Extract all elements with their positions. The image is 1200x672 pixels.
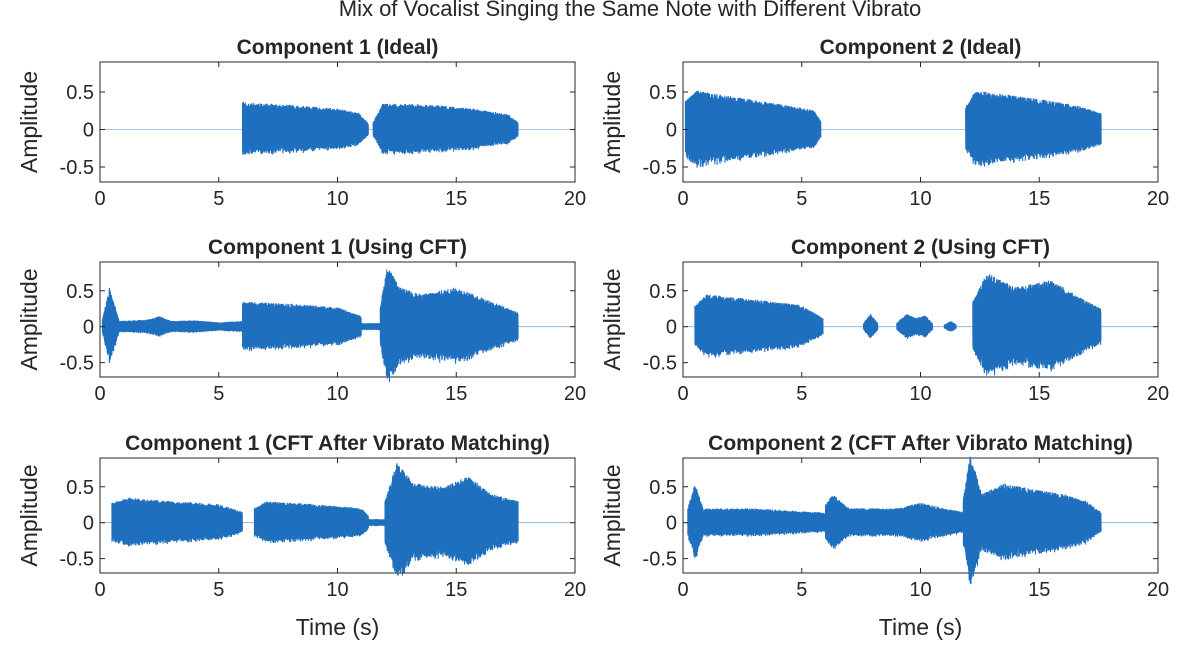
waveform-segment-5: [379, 269, 519, 383]
subplot-4: Component 2 (Using CFT)0 5 10 15 200.50-0.5A…: [599, 236, 1169, 405]
x-tick-label: 0: [677, 579, 688, 601]
subplot-5: Component 1 (CFT After Vibrato Matching)…: [16, 432, 586, 640]
subplot-title: Component 2 (Ideal): [820, 36, 1022, 59]
x-tick-label: 5: [796, 188, 807, 210]
x-tick-label: 0: [94, 383, 105, 405]
x-tick-label: 5: [796, 579, 807, 601]
y-tick-label: 0: [666, 513, 677, 535]
y-axis-label: Amplitude: [16, 464, 42, 566]
waveform-segment-2: [372, 103, 519, 155]
y-tick-label: -0.5: [60, 549, 94, 571]
waveform-segment-1: [694, 294, 824, 358]
x-tick-label: 10: [326, 383, 348, 405]
subplot-2: Component 2 (Ideal)0 5 10 15 200.50-0.5Ampli…: [599, 36, 1169, 210]
waveform-segment-1: [101, 287, 120, 363]
y-tick-label: -0.5: [60, 353, 94, 375]
waveform-segment-3: [896, 314, 933, 339]
x-tick-label: 15: [1028, 383, 1050, 405]
panels: Component 1 (Ideal)0 5 10 15 200.50-0.5Ampli…: [16, 36, 1169, 640]
x-tick-label: 10: [909, 188, 931, 210]
x-tick-label: 20: [1147, 188, 1169, 210]
subplot-3: Component 1 (Using CFT)0 5 10 15 200.50-0.5A…: [16, 236, 586, 405]
y-tick-label: 0: [666, 120, 677, 142]
x-tick-label: 5: [213, 383, 224, 405]
waveform-segment-2: [703, 508, 827, 537]
waveform-segment-1: [687, 486, 705, 558]
y-tick-label: 0: [666, 317, 677, 339]
y-axis-label: Amplitude: [599, 464, 625, 566]
waveform-segment-4: [943, 321, 957, 332]
x-tick-label: 15: [445, 579, 467, 601]
waveform-segment-2: [118, 316, 243, 337]
subplot-title: Component 1 (CFT After Vibrato Matching): [125, 432, 550, 455]
x-tick-label: 20: [564, 188, 586, 210]
y-axis-label: Amplitude: [599, 268, 625, 370]
waveform-segment-1: [111, 497, 243, 547]
waveform-segment-4: [962, 456, 1102, 585]
y-tick-label: 0.5: [66, 477, 94, 499]
y-tick-label: -0.5: [643, 549, 677, 571]
subplot-6: Component 2 (CFT After Vibrato Matching)…: [599, 432, 1169, 640]
x-tick-label: 10: [909, 579, 931, 601]
x-tick-label: 5: [213, 579, 224, 601]
x-tick-label: 10: [909, 383, 931, 405]
waveform-segment-4: [360, 323, 381, 331]
x-tick-label: 10: [326, 579, 348, 601]
waveform-segment-4: [384, 463, 519, 576]
x-axis-label: Time (s): [879, 614, 962, 640]
waveform-segment-5: [972, 274, 1102, 376]
x-tick-label: 20: [1147, 579, 1169, 601]
waveform-segment-2: [253, 501, 369, 544]
x-tick-label: 15: [445, 383, 467, 405]
y-tick-label: 0.5: [649, 82, 677, 104]
y-axis-label: Amplitude: [599, 71, 625, 173]
waveform-segment-2: [965, 91, 1102, 167]
subplot-title: Component 2 (CFT After Vibrato Matching): [708, 432, 1133, 455]
y-tick-label: 0.5: [649, 477, 677, 499]
x-tick-label: 15: [445, 188, 467, 210]
waveform-segment-3: [241, 301, 362, 351]
x-tick-label: 5: [796, 383, 807, 405]
waveform-segment-2: [862, 314, 879, 339]
waveform-segment-1: [684, 90, 822, 168]
y-tick-label: -0.5: [643, 157, 677, 179]
y-tick-label: 0.5: [649, 281, 677, 303]
subplot-title: Component 2 (Using CFT): [791, 236, 1050, 259]
subplot-title: Component 1 (Using CFT): [208, 236, 467, 259]
waveform-segment-3: [824, 495, 964, 549]
y-tick-label: 0.5: [66, 82, 94, 104]
waveform-segment-3: [367, 519, 386, 527]
x-tick-label: 0: [94, 579, 105, 601]
x-tick-label: 20: [564, 383, 586, 405]
x-tick-label: 20: [564, 579, 586, 601]
x-tick-label: 0: [677, 383, 688, 405]
x-tick-label: 15: [1028, 579, 1050, 601]
x-tick-label: 5: [213, 188, 224, 210]
y-tick-label: 0: [83, 513, 94, 535]
y-tick-label: -0.5: [60, 157, 94, 179]
x-tick-label: 0: [94, 188, 105, 210]
subplot-title: Component 1 (Ideal): [237, 36, 439, 59]
y-axis-label: Amplitude: [16, 71, 42, 173]
waveform-segment-1: [241, 101, 369, 155]
subplot-1: Component 1 (Ideal)0 5 10 15 200.50-0.5Ampli…: [16, 36, 586, 210]
figure-title: Mix of Vocalist Singing the Same Note wi…: [339, 0, 921, 21]
y-tick-label: -0.5: [643, 353, 677, 375]
x-tick-label: 20: [1147, 383, 1169, 405]
x-axis-label: Time (s): [296, 614, 379, 640]
y-tick-label: 0: [83, 120, 94, 142]
y-tick-label: 0.5: [66, 281, 94, 303]
y-tick-label: 0: [83, 317, 94, 339]
y-axis-label: Amplitude: [16, 268, 42, 370]
x-tick-label: 0: [677, 188, 688, 210]
x-tick-label: 15: [1028, 188, 1050, 210]
x-tick-label: 10: [326, 188, 348, 210]
